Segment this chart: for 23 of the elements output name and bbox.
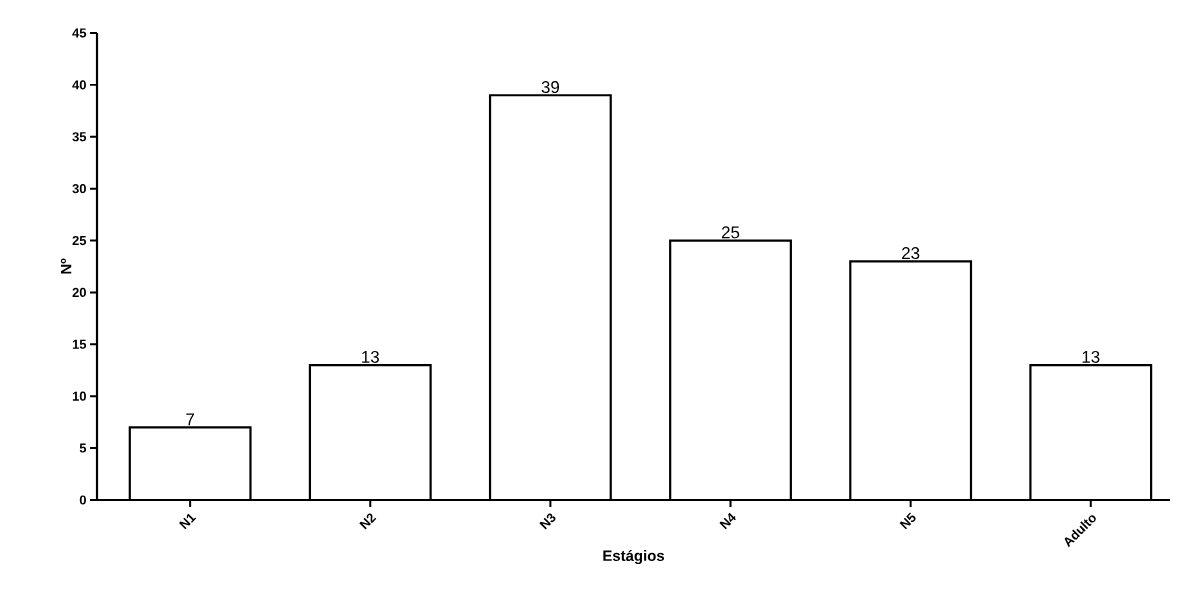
data-label: 23 bbox=[902, 247, 920, 260]
x-tick-label: N4 bbox=[719, 512, 736, 530]
x-axis-title: Estágios bbox=[603, 549, 665, 565]
y-tick-label: 35 bbox=[72, 132, 87, 142]
y-tick-label: 40 bbox=[72, 80, 86, 90]
data-label: 39 bbox=[541, 81, 560, 94]
y-tick-label: 5 bbox=[79, 443, 87, 453]
x-tick-label: N5 bbox=[899, 512, 916, 530]
y-tick-label: 45 bbox=[72, 28, 87, 38]
y-tick-label: 0 bbox=[79, 495, 86, 505]
x-tick-label: N3 bbox=[539, 513, 556, 530]
x-tick-label: N2 bbox=[359, 513, 377, 530]
y-tick-label: 30 bbox=[72, 184, 86, 194]
data-label: 13 bbox=[362, 350, 379, 363]
data-label: 13 bbox=[1082, 350, 1100, 363]
y-tick-label: 25 bbox=[72, 235, 87, 246]
y-tick-label: 20 bbox=[72, 287, 86, 298]
y-tick-label: 10 bbox=[72, 391, 86, 401]
y-axis-title: Nº bbox=[60, 258, 72, 274]
data-label: 7 bbox=[186, 413, 194, 426]
y-tick-label: 15 bbox=[72, 339, 87, 349]
data-label: 25 bbox=[721, 226, 740, 239]
x-tick-label: N1 bbox=[179, 513, 197, 530]
